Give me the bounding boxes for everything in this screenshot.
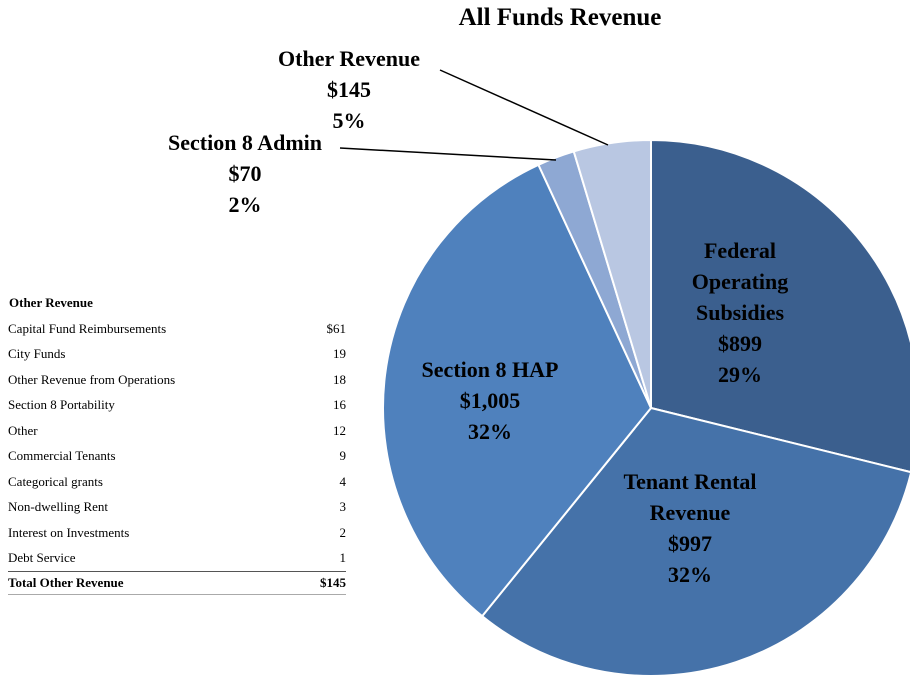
row-value: 12: [333, 422, 346, 438]
value-label: $70: [228, 161, 262, 186]
row-value: 1: [339, 550, 347, 566]
category-name: Federal Operating Subsidies: [691, 238, 789, 325]
row-name: Section 8 Portability: [8, 397, 115, 413]
value-label: $1,005: [459, 388, 521, 413]
category-name: Section 8 HAP: [421, 357, 559, 382]
slice-label: Section 8 Admin $70 2%: [168, 127, 322, 220]
row-name: Non-dwelling Rent: [8, 499, 109, 515]
row-value: 16: [333, 397, 346, 413]
row-value: 9: [339, 448, 347, 464]
percent-label: 2%: [228, 192, 262, 217]
slice-label: Other Revenue $145 5%: [278, 43, 420, 136]
value-label: $145: [327, 77, 371, 102]
value-label: $997: [668, 531, 712, 556]
percent-label: 32%: [467, 419, 512, 444]
total-row: Total Other Revenue $145: [8, 571, 346, 595]
value-label: $899: [718, 331, 762, 356]
row-value: $61: [326, 320, 347, 336]
table-row: Other Revenue from Operations 18: [8, 367, 346, 393]
row-name: City Funds: [8, 346, 66, 362]
slice-label: Federal Operating Subsidies $899 29%: [665, 235, 815, 390]
chart-title: All Funds Revenue: [458, 4, 662, 31]
row-name: Categorical grants: [8, 473, 103, 489]
table-row: Capital Fund Reimbursements $61: [8, 316, 346, 342]
slice-label: Tenant Rental Revenue $997 32%: [595, 466, 785, 590]
leader-line: [339, 147, 557, 161]
pie-slice: [572, 138, 652, 409]
table-row: Interest on Investments 2: [8, 520, 346, 546]
row-name: Debt Service: [8, 550, 76, 566]
pie-slice: [480, 406, 910, 677]
percent-label: 32%: [668, 562, 712, 587]
table-body: Capital Fund Reimbursements $61 City Funds…: [8, 316, 346, 595]
row-value: 2: [339, 524, 347, 540]
row-name: Commercial Tenants: [8, 448, 116, 464]
row-name: Interest on Investments: [8, 524, 130, 540]
row-value: 19: [333, 346, 346, 362]
pie-slice: [650, 138, 910, 473]
table-row: Other 12: [8, 418, 346, 444]
table-row: Non-dwelling Rent 3: [8, 495, 346, 521]
table-row: Debt Service 1: [8, 546, 346, 572]
other-revenue-table: Other Revenue Capital Fund Reimbursement…: [8, 290, 346, 595]
category-name: Section 8 Admin: [167, 130, 323, 155]
table-row: Section 8 Portability 16: [8, 393, 346, 419]
table-title: Other Revenue: [9, 295, 93, 310]
row-name: Capital Fund Reimbursements: [8, 320, 167, 336]
table-row: Categorical grants 4: [8, 469, 346, 495]
pie-slice: [382, 163, 653, 618]
row-value: 3: [339, 499, 347, 515]
row-value: 4: [339, 473, 347, 489]
category-name: Tenant Rental Revenue: [623, 469, 757, 525]
pie: [382, 138, 910, 677]
total-value: $145: [300, 571, 346, 595]
category-name: Other Revenue: [278, 46, 420, 71]
leader-line: [439, 69, 609, 146]
slice-label: Section 8 HAP $1,005 32%: [422, 354, 559, 447]
total-name: Total Other Revenue: [8, 571, 301, 595]
percent-label: 5%: [332, 108, 366, 133]
row-value: 18: [333, 371, 346, 387]
percent-label: 29%: [718, 362, 762, 387]
row-name: Other: [8, 422, 38, 438]
table-row: City Funds 19: [8, 342, 346, 368]
table-row: Commercial Tenants 9: [8, 444, 346, 470]
row-name: Other Revenue from Operations: [8, 371, 176, 387]
